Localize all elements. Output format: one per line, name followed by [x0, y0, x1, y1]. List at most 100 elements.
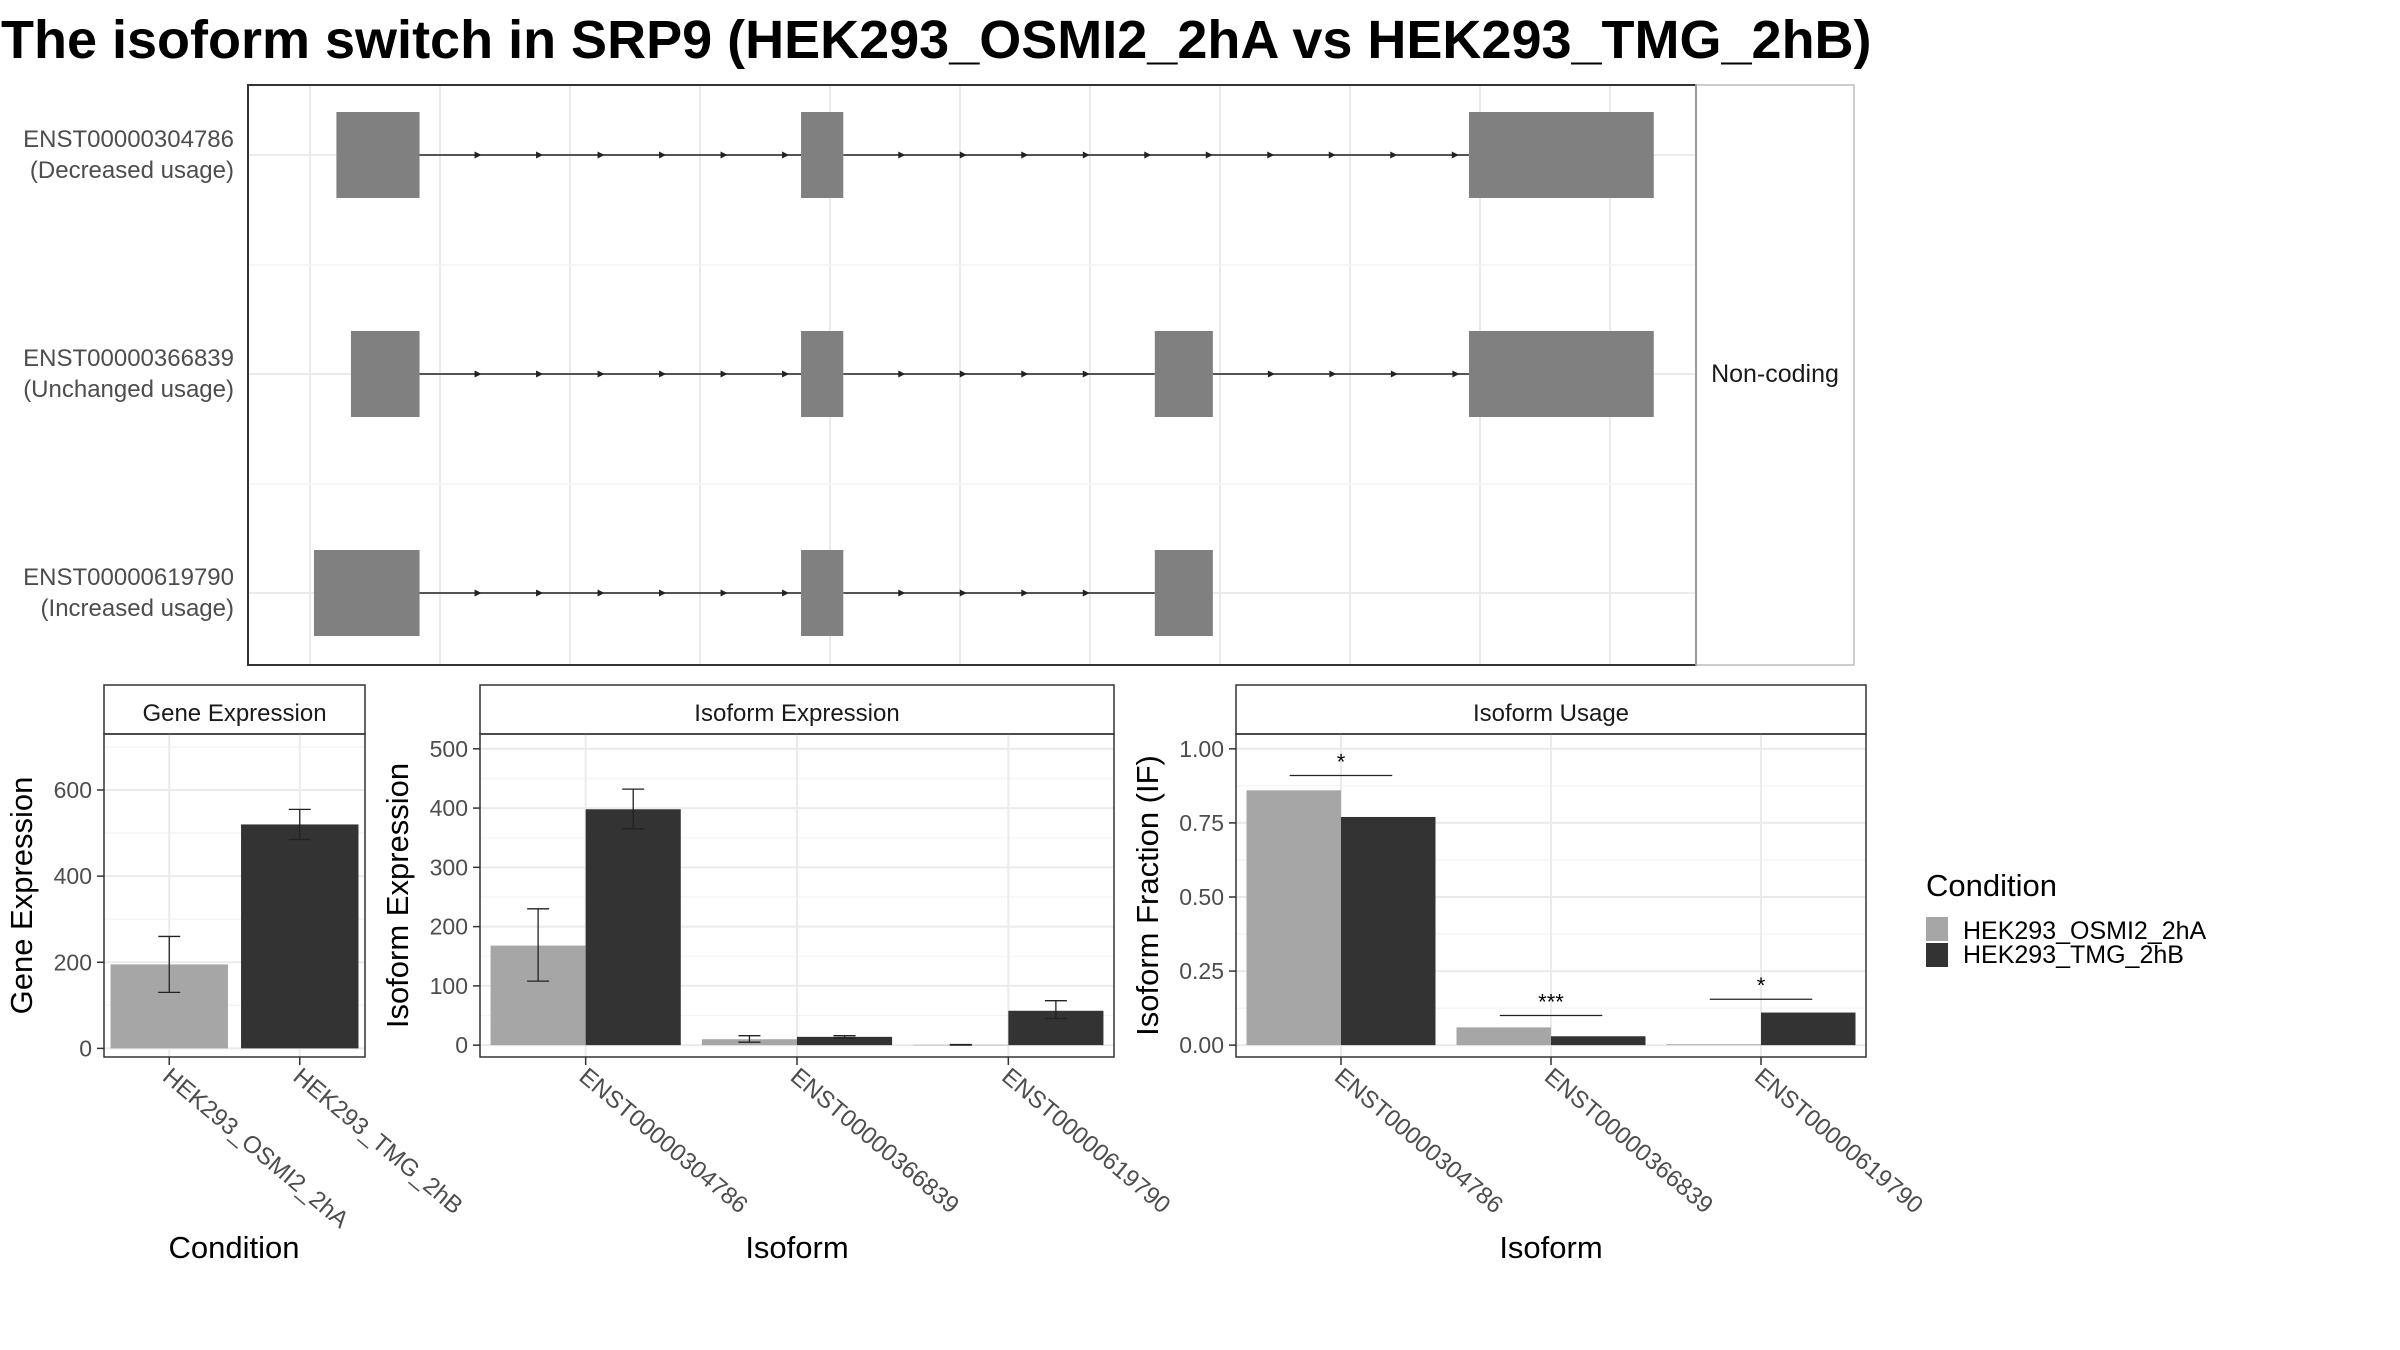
- isoform-expression-panel: Isoform Expression 0 100 200 300 400 500 ENST00…: [380, 684, 1175, 1265]
- intron-arrow: [659, 370, 667, 378]
- panel-title: Isoform Expression: [694, 700, 899, 727]
- intron-arrow: [1021, 589, 1029, 597]
- intron-arrow: [474, 589, 482, 597]
- intron-arrow: [1390, 370, 1398, 378]
- exon-block: [336, 112, 420, 198]
- intron-arrow: [1267, 151, 1275, 159]
- y-tick-label: 0: [455, 1032, 468, 1058]
- intron-arrow: [1390, 151, 1398, 159]
- transcript-usage-label: (Increased usage): [41, 595, 234, 622]
- panel-strip: [103, 684, 366, 735]
- intron-arrow: [1205, 151, 1213, 159]
- panel-title: Gene Expression: [142, 700, 326, 727]
- significance-label: ***: [1538, 990, 1564, 1015]
- intron-arrow: [474, 151, 482, 159]
- intron-arrow: [1451, 151, 1459, 159]
- intron-arrow: [782, 151, 790, 159]
- intron-arrow: [720, 370, 728, 378]
- intron-arrow: [782, 589, 790, 597]
- bar: [1666, 1044, 1761, 1046]
- legend-label-tmg: HEK293_TMG_2hB: [1963, 941, 2184, 969]
- intron-arrow: [1452, 370, 1460, 378]
- bar: [1761, 1012, 1856, 1046]
- intron-arrow: [1082, 370, 1090, 378]
- legend-swatch-osmi2: [1926, 917, 1948, 941]
- intron-arrow: [1144, 151, 1152, 159]
- intron-arrow: [536, 151, 544, 159]
- structure-strip-label: Non-coding: [1711, 360, 1839, 388]
- intron-arrow: [1328, 151, 1336, 159]
- exon-block: [1154, 331, 1213, 417]
- y-tick-label: 1.00: [1179, 736, 1224, 762]
- x-axis-label: Isoform: [1499, 1230, 1602, 1265]
- bar: [1551, 1036, 1646, 1046]
- legend-title: Condition: [1926, 868, 2057, 903]
- transcript-tracks: [313, 112, 1654, 636]
- x-tick-label: ENST00000619790: [1749, 1063, 1928, 1219]
- intron-arrow: [659, 151, 667, 159]
- x-tick-label: ENST00000366839: [1539, 1063, 1718, 1219]
- exon-block: [801, 331, 844, 417]
- bar: [1246, 790, 1341, 1046]
- x-tick-label: ENST00000366839: [785, 1063, 964, 1219]
- y-tick-label: 400: [430, 795, 468, 821]
- exon-block: [801, 550, 844, 636]
- y-tick-label: 200: [54, 949, 92, 975]
- intron-arrow: [898, 589, 906, 597]
- legend-label-osmi2: HEK293_OSMI2_2hA: [1963, 917, 2207, 945]
- x-tick-label: ENST00000619790: [996, 1063, 1175, 1219]
- intron-arrow: [720, 151, 728, 159]
- intron-arrow: [597, 370, 605, 378]
- intron-arrow: [536, 370, 544, 378]
- panel-strip: [1235, 684, 1867, 735]
- exon-block: [313, 550, 420, 636]
- y-tick-label: 100: [430, 973, 468, 999]
- bar: [1456, 1027, 1551, 1046]
- y-tick-label: 0.00: [1179, 1032, 1224, 1058]
- y-tick-label: 400: [54, 863, 92, 889]
- x-tick-label: ENST00000304786: [1329, 1063, 1508, 1219]
- transcript-usage-label: (Unchanged usage): [23, 376, 234, 403]
- exon-block: [801, 112, 844, 198]
- intron-arrow: [898, 370, 906, 378]
- intron-arrow: [474, 370, 482, 378]
- x-axis-label: Condition: [169, 1230, 300, 1265]
- intron-arrow: [659, 589, 667, 597]
- intron-arrow: [959, 151, 967, 159]
- transcript-usage-label: (Decreased usage): [30, 157, 234, 184]
- y-tick-label: 0.75: [1179, 810, 1224, 836]
- intron-arrow: [1021, 151, 1029, 159]
- intron-arrow: [1329, 370, 1337, 378]
- y-tick-label: 500: [430, 736, 468, 762]
- y-tick-label: 0.25: [1179, 958, 1224, 984]
- y-axis-label: Isoform Expression: [380, 763, 415, 1028]
- bar: [797, 1036, 893, 1046]
- structure-strip-border: [1695, 84, 1855, 666]
- y-tick-label: 300: [430, 854, 468, 880]
- isoform-usage-panel: Isoform Usage0.000.250.500.751.00*****EN…: [1130, 684, 1928, 1265]
- y-axis-label: Isoform Fraction (IF): [1130, 755, 1165, 1036]
- intron-arrow: [898, 151, 906, 159]
- intron-arrow: [720, 589, 728, 597]
- exon-block: [1154, 550, 1213, 636]
- intron-arrow: [782, 370, 790, 378]
- main-title: The isoform switch in SRP9 (HEK293_OSMI2…: [1, 10, 1872, 70]
- intron-arrow: [959, 589, 967, 597]
- y-tick-label: 0: [79, 1035, 92, 1061]
- intron-arrow: [1021, 370, 1029, 378]
- intron-arrow: [597, 589, 605, 597]
- panel-title: Isoform Usage: [1473, 700, 1629, 727]
- panel-border: [103, 733, 366, 1058]
- y-tick-label: 0.50: [1179, 884, 1224, 910]
- bar: [585, 809, 681, 1046]
- x-tick-label: ENST00000304786: [574, 1063, 753, 1219]
- bar: [1341, 816, 1436, 1046]
- intron-arrow: [1082, 589, 1090, 597]
- transcript-structure-panel: Non-coding ENST00000304786 (Decreased usa…: [23, 84, 1855, 666]
- y-tick-label: 600: [54, 777, 92, 803]
- exon-block: [1468, 331, 1654, 417]
- significance-label: *: [1757, 973, 1766, 998]
- intron-arrow: [536, 589, 544, 597]
- transcript-id-label: ENST00000304786: [23, 126, 234, 153]
